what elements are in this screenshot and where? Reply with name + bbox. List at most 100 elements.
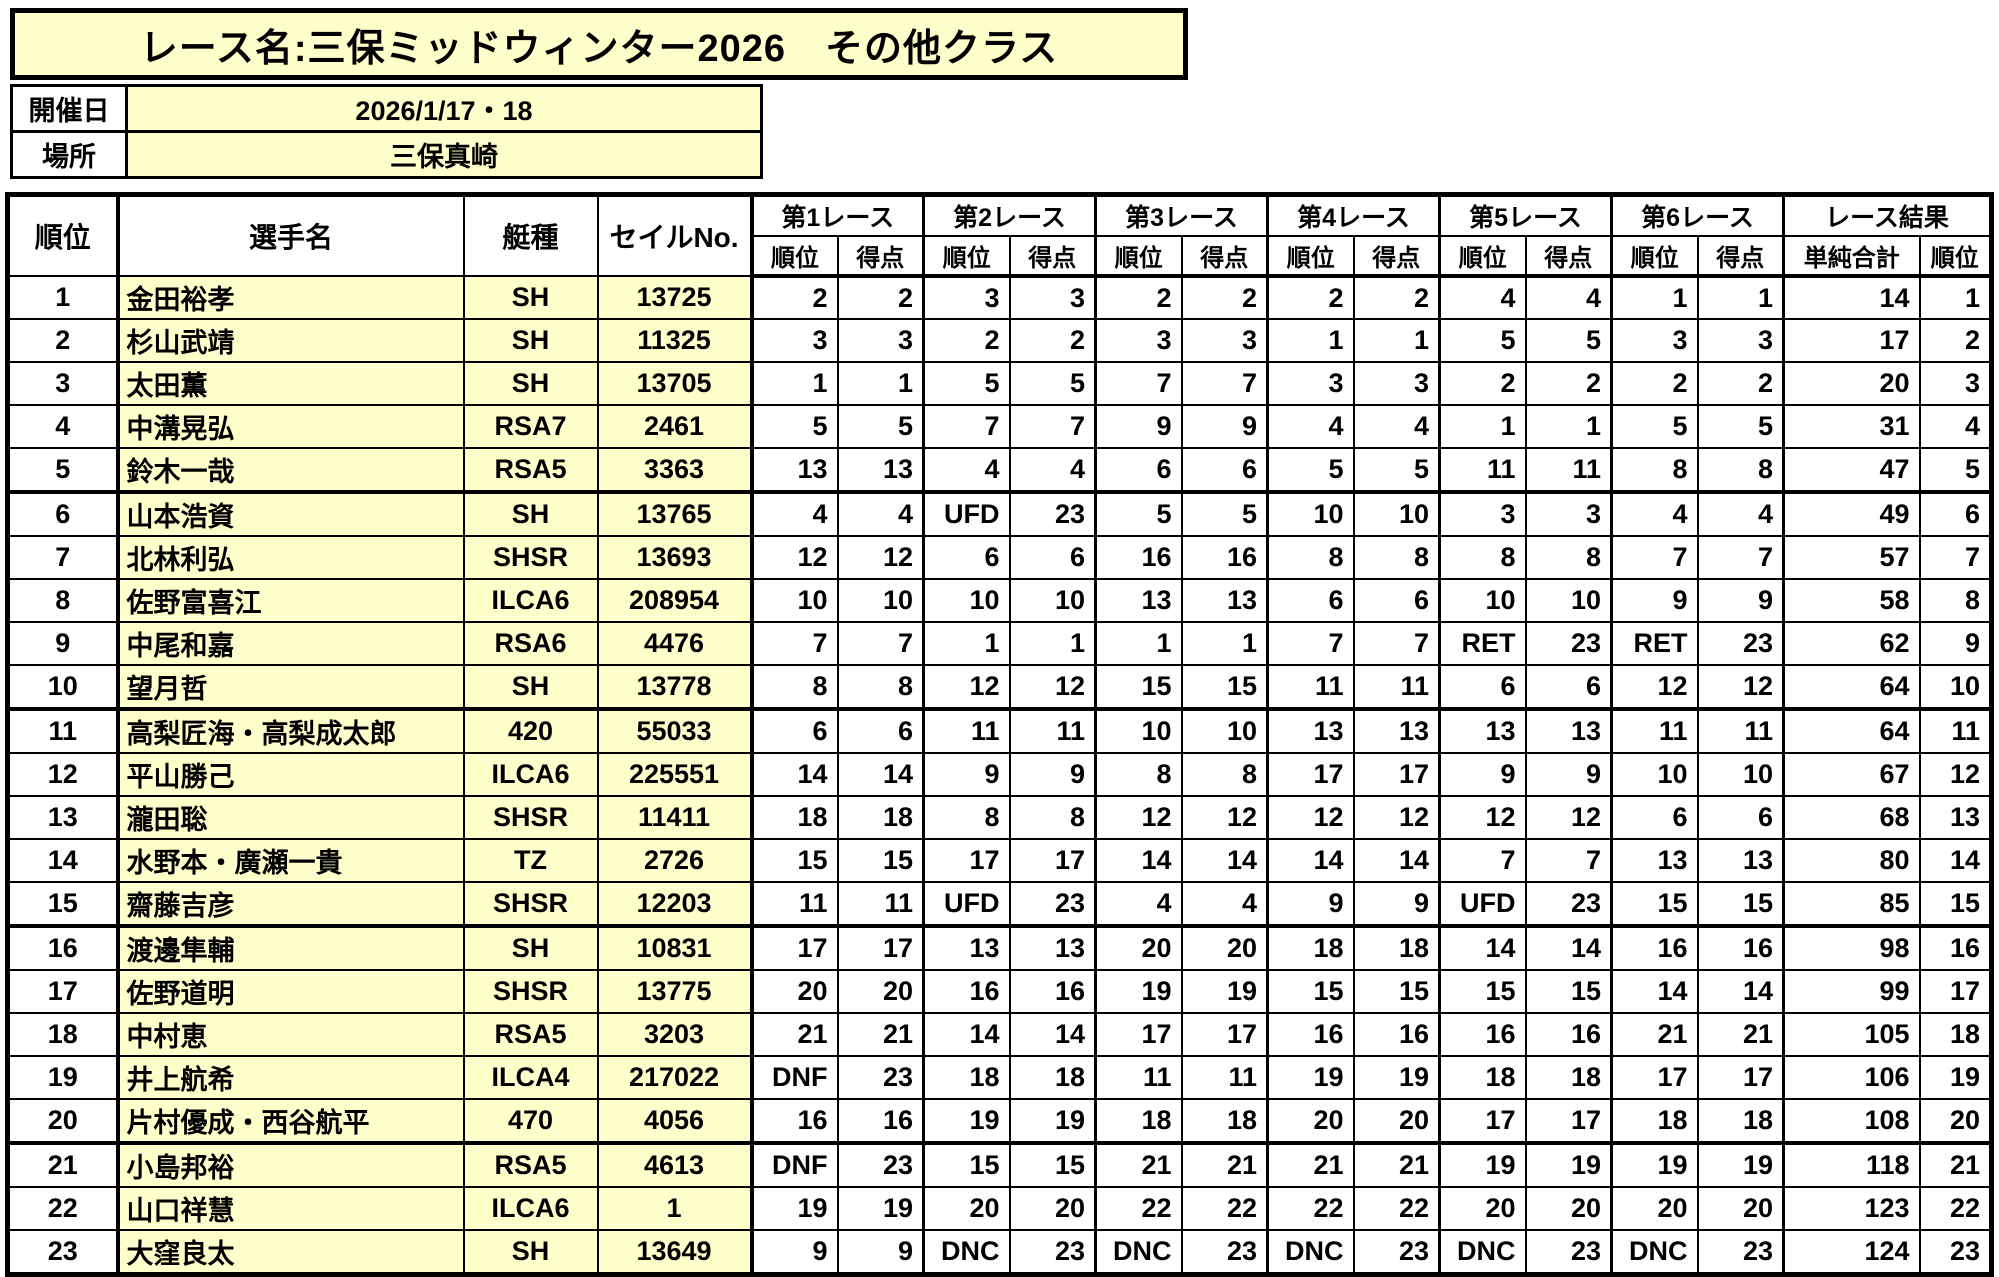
race4-pos-cell: 7 [1266, 621, 1355, 666]
race3-pos-cell: DNC [1094, 1229, 1183, 1276]
sail-cell: 12203 [596, 881, 753, 928]
race3-pts-cell: 9 [1180, 404, 1269, 449]
race6-pts-cell: 18 [1696, 1098, 1785, 1145]
total-cell: 98 [1782, 925, 1921, 971]
name-cell: 片村優成・西谷航平 [115, 1098, 465, 1145]
race6-pos-cell: 20 [1610, 1186, 1699, 1231]
table-row: 4 中溝晃弘 RSA7 2461 5 5 7 7 9 9 4 4 1 1 5 5… [6, 404, 1993, 449]
sub-header-pos-2: 順位 [922, 235, 1011, 278]
final-rank-cell: 12 [1918, 752, 1993, 797]
race1-pos-cell: 5 [749, 404, 839, 449]
race3-pos-cell: 10 [1094, 708, 1183, 754]
race4-pos-cell: 20 [1266, 1098, 1355, 1145]
table-row: 23 大窪良太 SH 13649 9 9 DNC 23 DNC 23 DNC 2… [6, 1229, 1993, 1276]
place-value: 三保真崎 [125, 130, 763, 179]
boat-cell: SH [462, 275, 599, 320]
race4-pos-cell: 21 [1266, 1142, 1355, 1188]
race2-pos-cell: 8 [922, 795, 1011, 840]
race6-pts-cell: 6 [1696, 795, 1785, 840]
race6-pos-cell: 4 [1610, 491, 1699, 537]
race5-pos-cell: RET [1438, 621, 1527, 666]
race6-pts-cell: 23 [1696, 621, 1785, 666]
race6-pts-cell: 8 [1696, 447, 1785, 494]
race6-pos-cell: 5 [1610, 404, 1699, 449]
sail-cell: 13725 [596, 275, 753, 320]
race2-pts-cell: 6 [1008, 535, 1097, 580]
race6-pts-cell: 12 [1696, 664, 1785, 711]
race1-pts-cell: 23 [836, 1055, 925, 1100]
race4-pos-cell: 2 [1266, 275, 1355, 320]
col-header-race6: 第6レース [1610, 193, 1785, 237]
race2-pts-cell: 8 [1008, 795, 1097, 840]
race5-pts-cell: 8 [1524, 535, 1613, 580]
race5-pos-cell: 1 [1438, 404, 1527, 449]
total-cell: 99 [1782, 969, 1921, 1014]
results-table: 順位 選手名 艇種 セイルNo. 第1レース 第2レース 第3レース 第4レース… [5, 192, 1994, 1277]
race1-pts-cell: 21 [836, 1012, 925, 1057]
sail-cell: 217022 [596, 1055, 753, 1100]
race3-pts-cell: 2 [1180, 275, 1269, 320]
rank-cell: 10 [6, 664, 119, 711]
date-value: 2026/1/17・18 [125, 84, 763, 133]
total-cell: 106 [1782, 1055, 1921, 1100]
total-cell: 64 [1782, 664, 1921, 711]
race1-pos-cell: 17 [749, 925, 839, 971]
sail-cell: 3203 [596, 1012, 753, 1057]
race6-pts-cell: 4 [1696, 491, 1785, 537]
race1-pts-cell: 7 [836, 621, 925, 666]
sail-cell: 4613 [596, 1142, 753, 1188]
total-cell: 123 [1782, 1186, 1921, 1231]
race5-pos-cell: 18 [1438, 1055, 1527, 1100]
name-cell: 望月哲 [115, 664, 465, 711]
sub-header-pts-5: 得点 [1524, 235, 1613, 278]
race5-pts-cell: 20 [1524, 1186, 1613, 1231]
race5-pos-cell: 9 [1438, 752, 1527, 797]
race4-pos-cell: 19 [1266, 1055, 1355, 1100]
race5-pos-cell: 13 [1438, 708, 1527, 754]
name-cell: 北林利弘 [115, 535, 465, 580]
boat-cell: SHSR [462, 795, 599, 840]
header-row-races: 順位 選手名 艇種 セイルNo. 第1レース 第2レース 第3レース 第4レース… [6, 193, 1993, 277]
sail-cell: 13649 [596, 1229, 753, 1276]
race3-pts-cell: 5 [1180, 491, 1269, 537]
boat-cell: RSA5 [462, 447, 599, 494]
race4-pos-cell: 13 [1266, 708, 1355, 754]
race1-pts-cell: 2 [836, 275, 925, 320]
race3-pts-cell: 14 [1180, 838, 1269, 883]
race3-pts-cell: 11 [1180, 1055, 1269, 1100]
race2-pts-cell: 16 [1008, 969, 1097, 1014]
final-rank-cell: 16 [1918, 925, 1993, 971]
sail-cell: 13693 [596, 535, 753, 580]
race4-pos-cell: 11 [1266, 664, 1355, 711]
col-header-sail: セイルNo. [596, 193, 753, 277]
sail-cell: 2461 [596, 404, 753, 449]
race6-pts-cell: 11 [1696, 708, 1785, 754]
race6-pts-cell: 1 [1696, 275, 1785, 320]
race3-pos-cell: 15 [1094, 664, 1183, 711]
race5-pos-cell: 8 [1438, 535, 1527, 580]
boat-cell: RSA7 [462, 404, 599, 449]
final-rank-cell: 17 [1918, 969, 1993, 1014]
race3-pts-cell: 19 [1180, 969, 1269, 1014]
race4-pts-cell: 10 [1352, 491, 1441, 537]
race5-pos-cell: 7 [1438, 838, 1527, 883]
total-cell: 108 [1782, 1098, 1921, 1145]
race4-pts-cell: 1 [1352, 318, 1441, 363]
rank-cell: 2 [6, 318, 119, 363]
table-row: 9 中尾和嘉 RSA6 4476 7 7 1 1 1 1 7 7 RET 23 … [6, 621, 1993, 666]
race6-pts-cell: 9 [1696, 578, 1785, 623]
race4-pts-cell: 12 [1352, 795, 1441, 840]
race4-pts-cell: 6 [1352, 578, 1441, 623]
sail-cell: 225551 [596, 752, 753, 797]
race6-pts-cell: 13 [1696, 838, 1785, 883]
rank-cell: 21 [6, 1142, 119, 1188]
table-row: 17 佐野道明 SHSR 13775 20 20 16 16 19 19 15 … [6, 969, 1993, 1014]
race4-pos-cell: 1 [1266, 318, 1355, 363]
race2-pos-cell: 15 [922, 1142, 1011, 1188]
race4-pos-cell: 5 [1266, 447, 1355, 494]
rank-cell: 14 [6, 838, 119, 883]
boat-cell: ILCA6 [462, 752, 599, 797]
name-cell: 高梨匠海・高梨成太郎 [115, 708, 465, 754]
col-header-race3: 第3レース [1094, 193, 1269, 237]
race2-pos-cell: 3 [922, 275, 1011, 320]
